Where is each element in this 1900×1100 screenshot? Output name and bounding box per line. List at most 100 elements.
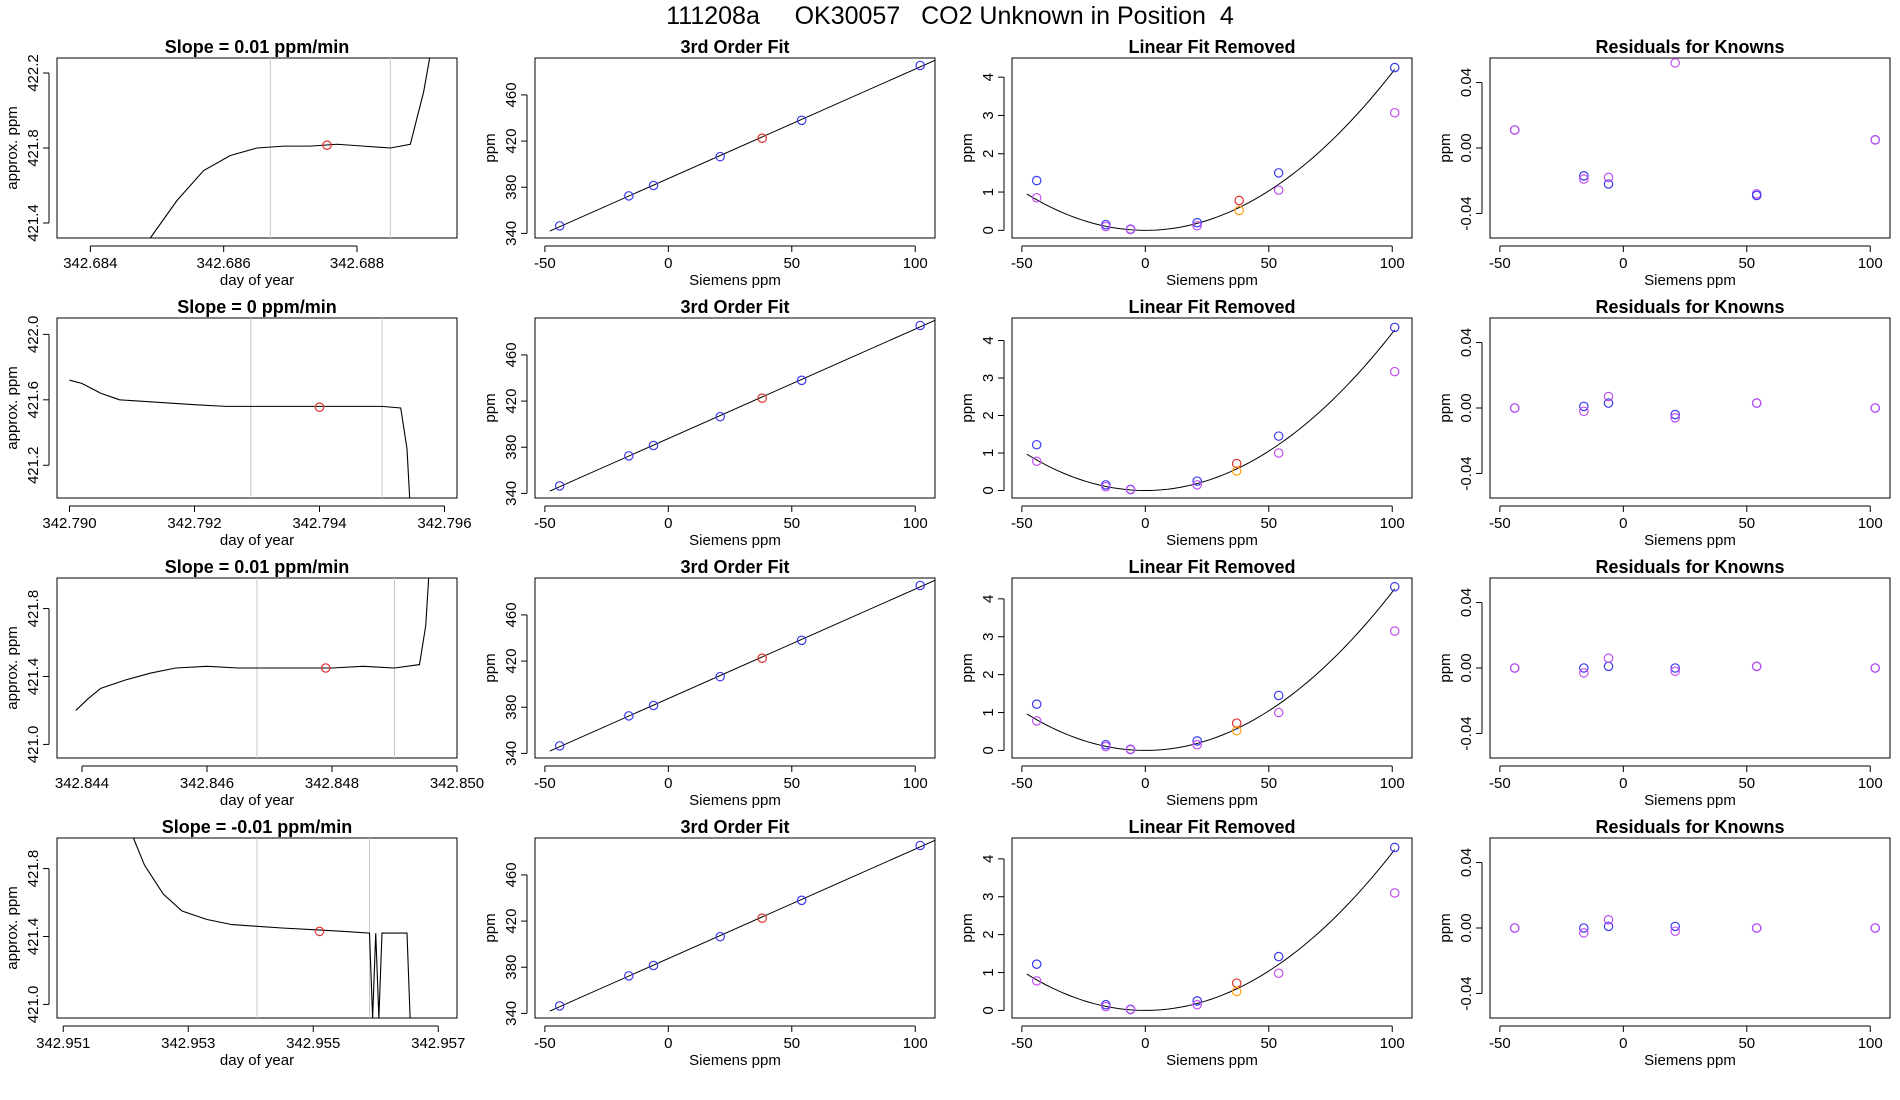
x-tick-label: 50 (783, 1035, 800, 1052)
y-tick-label: 421.4 (25, 918, 42, 956)
data-point (624, 191, 634, 201)
data-point (1234, 195, 1244, 206)
y-tick-label: 460 (503, 82, 520, 107)
x-tick-label: 342.844 (55, 775, 109, 792)
data-point (1273, 431, 1284, 441)
mean-marker (322, 140, 332, 150)
y-tick-label: 422.2 (25, 54, 42, 92)
data-point (1231, 986, 1242, 997)
x-tick-label: 100 (903, 775, 928, 792)
data-point (1031, 959, 1042, 969)
x-tick-label: 342.796 (417, 515, 471, 532)
data-point (915, 580, 925, 591)
chart-title: Residuals for Knowns (1595, 557, 1784, 577)
data-point (1603, 172, 1614, 183)
data-point (1579, 174, 1589, 184)
y-tick-label: 421.2 (25, 446, 42, 484)
x-tick-label: 0 (1141, 255, 1149, 272)
x-axis-label: day of year (220, 272, 294, 289)
plot-frame (1011, 317, 1413, 499)
data-point (1670, 921, 1680, 932)
fit-curve (1026, 849, 1396, 1011)
data-point (796, 635, 807, 646)
x-axis-label: day of year (220, 792, 294, 809)
y-tick-label: 340 (503, 221, 520, 246)
data-point (1125, 744, 1136, 755)
x-tick-label: -50 (1489, 515, 1511, 532)
data-point (1670, 666, 1680, 677)
mean-marker (314, 402, 325, 412)
x-tick-label: 342.957 (411, 1035, 465, 1052)
data-point (1101, 741, 1111, 752)
data-point (1670, 58, 1680, 68)
data-point (757, 393, 767, 403)
y-tick-label: 2 (980, 670, 997, 678)
plot-frame (534, 577, 936, 759)
plot-area (132, 838, 411, 1018)
data-point (1751, 190, 1762, 201)
data-point (1870, 923, 1880, 933)
x-tick-label: 342.686 (197, 255, 251, 272)
chart-title: Slope = 0.01 ppm/min (165, 557, 350, 577)
data-point (1389, 581, 1400, 592)
x-tick-label: -50 (1011, 255, 1033, 272)
data-point (1389, 107, 1400, 118)
y-tick-label: 340 (503, 481, 520, 506)
x-axis-label: Siemens ppm (1166, 792, 1258, 809)
y-tick-label: 0.00 (1458, 393, 1475, 422)
y-tick-label: -0.04 (1458, 456, 1475, 490)
x-tick-label: 342.794 (292, 515, 346, 532)
data-point (1273, 185, 1284, 195)
data-point (554, 481, 565, 491)
chart-panel: Slope = 0.01 ppm/min 342.844 342.846 342.84… (4, 557, 484, 809)
y-tick-label: 421.6 (25, 381, 42, 419)
y-tick-label: 2 (980, 411, 997, 419)
data-point (1670, 926, 1680, 937)
fit-curve (1026, 69, 1396, 231)
data-point (796, 375, 807, 386)
data-point (1101, 1001, 1111, 1012)
x-tick-label: 342.792 (167, 515, 221, 532)
x-tick-label: 50 (1738, 255, 1755, 272)
y-axis-label: approx. ppm (4, 366, 21, 449)
x-axis-label: Siemens ppm (689, 532, 781, 549)
x-tick-label: 100 (1858, 255, 1883, 272)
data-point (1192, 476, 1202, 486)
chart-title: Linear Fit Removed (1128, 297, 1295, 317)
y-tick-label: 421.8 (25, 590, 42, 628)
x-tick-label: 50 (1260, 775, 1277, 792)
x-tick-label: 50 (783, 515, 800, 532)
x-tick-label: -50 (534, 775, 556, 792)
data-point (1273, 707, 1284, 718)
plot-frame (1489, 57, 1891, 239)
data-point (1273, 951, 1284, 962)
chart-title: Linear Fit Removed (1128, 817, 1295, 837)
data-point (1670, 663, 1680, 673)
x-axis-label: Siemens ppm (1644, 272, 1736, 289)
data-point (1031, 699, 1042, 709)
data-point (1273, 968, 1284, 979)
y-tick-label: 0.04 (1458, 328, 1475, 357)
series-line (149, 58, 431, 238)
chart-panel: 3rd Order Fit -50 0 50 100 Siemens ppm 340 380 4… (482, 297, 936, 549)
x-tick-label: -50 (534, 1035, 556, 1052)
x-tick-label: 0 (1141, 1035, 1149, 1052)
chart-panel: 3rd Order Fit -50 0 50 100 Siemens ppm 340 380 4… (482, 557, 936, 809)
data-point (554, 741, 565, 751)
series-line (69, 379, 411, 498)
data-point (1192, 217, 1202, 228)
data-point (1192, 996, 1202, 1006)
x-tick-label: 50 (1738, 515, 1755, 532)
data-point (757, 653, 767, 663)
x-axis-label: day of year (220, 1052, 294, 1069)
y-tick-label: 0.04 (1458, 68, 1475, 97)
data-point (1870, 663, 1880, 673)
mean-marker (314, 926, 325, 937)
data-point (1389, 366, 1400, 377)
x-tick-label: 342.951 (36, 1035, 90, 1052)
data-point (1670, 409, 1680, 420)
x-tick-label: 100 (1858, 1035, 1883, 1052)
data-point (1389, 62, 1400, 73)
x-axis-label: Siemens ppm (689, 1052, 781, 1069)
data-point (715, 411, 725, 422)
